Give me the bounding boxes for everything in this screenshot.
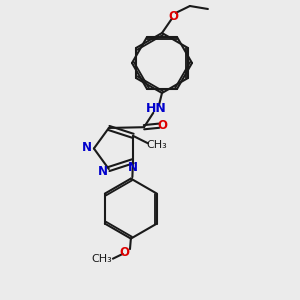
Text: N: N: [128, 161, 138, 174]
Text: N: N: [98, 165, 108, 178]
Text: O: O: [168, 10, 178, 23]
Text: N: N: [82, 141, 92, 154]
Text: CH₃: CH₃: [91, 254, 112, 264]
Text: O: O: [120, 246, 130, 259]
Text: CH₃: CH₃: [146, 140, 167, 149]
Text: HN: HN: [146, 102, 167, 115]
Text: O: O: [158, 119, 168, 132]
